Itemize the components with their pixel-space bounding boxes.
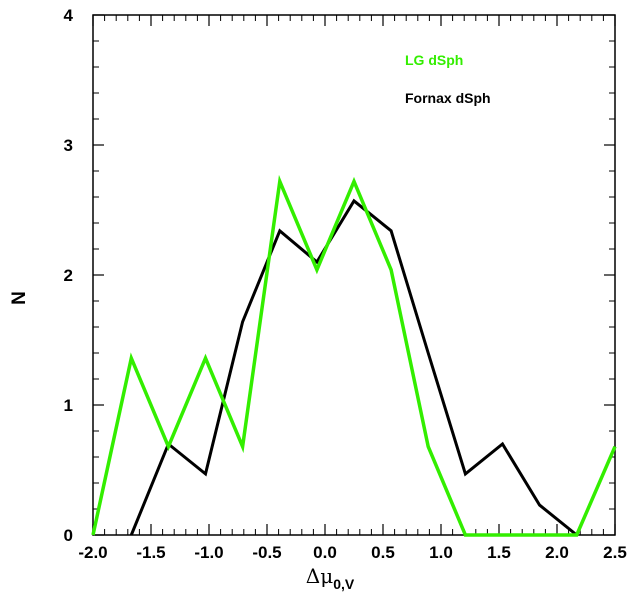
x-tick-label: 2.0 xyxy=(545,543,569,562)
series-line-lg-dsph xyxy=(91,174,617,537)
x-tick-label: -1.0 xyxy=(194,543,223,562)
x-tick-label: -1.5 xyxy=(136,543,165,562)
x-axis-label: Δμ0,V xyxy=(306,564,355,592)
x-tick-label: 2.5 xyxy=(603,543,627,562)
x-tick-label: 0.5 xyxy=(371,543,395,562)
x-axis-label-main: Δμ xyxy=(306,564,333,588)
x-tick-label: 1.5 xyxy=(487,543,511,562)
y-tick-label: 4 xyxy=(64,6,74,25)
y-tick-label: 0 xyxy=(64,526,73,545)
y-axis-label: N xyxy=(9,291,30,305)
y-tick-label: 3 xyxy=(64,136,73,155)
plot-frame xyxy=(92,14,616,536)
legend-item-lg-dsph: LG dSph xyxy=(405,52,463,68)
series-lines xyxy=(91,174,617,537)
y-tick-label: 2 xyxy=(64,266,73,285)
y-tick-label: 1 xyxy=(64,396,73,415)
series-line-fornax-dsph xyxy=(129,198,578,537)
x-tick-label: -0.5 xyxy=(252,543,281,562)
x-tick-labels: -2.0 -1.5 -1.0 -0.5 0.0 0.5 1.0 1.5 2.0 2.5 xyxy=(78,543,626,562)
ticks xyxy=(92,14,616,536)
x-axis-label-subscript: 0,V xyxy=(333,576,355,592)
x-tick-label: 0.0 xyxy=(313,543,337,562)
legend-item-fornax-dsph: Fornax dSph xyxy=(405,90,491,106)
x-tick-label: 1.0 xyxy=(429,543,453,562)
x-tick-label: -2.0 xyxy=(78,543,107,562)
y-tick-labels: 0 1 2 3 4 xyxy=(64,6,74,545)
